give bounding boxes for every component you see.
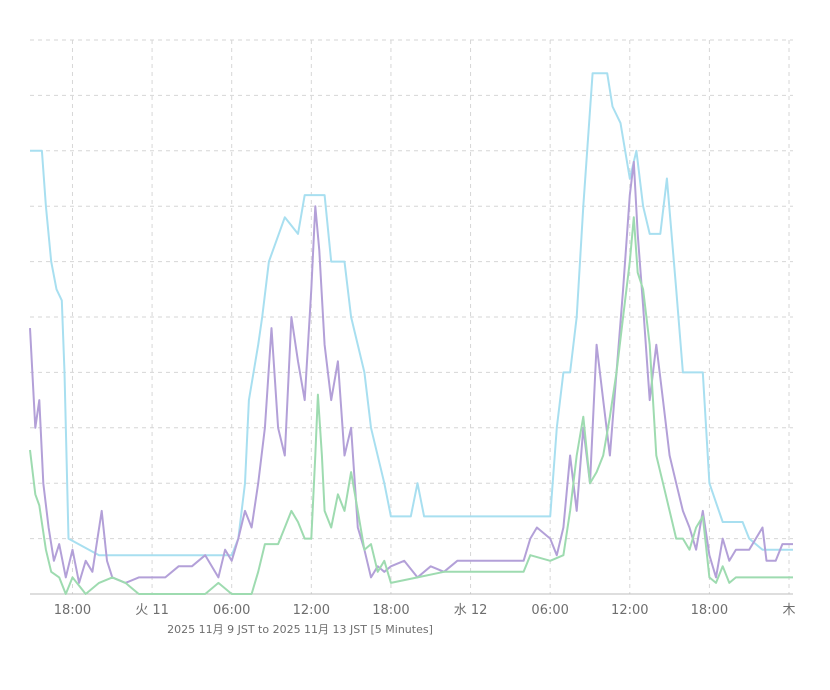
series-line-1 [30, 72, 793, 557]
x-tick-label: 18:00 [372, 603, 409, 618]
series-line-3 [29, 216, 793, 595]
x-tick-label: 18:00 [691, 603, 728, 618]
x-tick-label: 水 12 [454, 603, 488, 618]
date-range-label: 2025 11月 9 JST to 2025 11月 13 JST [5 Min… [167, 623, 433, 636]
x-tick-label: 06:00 [213, 603, 250, 618]
x-tick-label: 12:00 [293, 603, 330, 618]
x-tick-label: 12:00 [611, 603, 648, 618]
x-tick-label: 06:00 [531, 603, 568, 618]
series-group [29, 72, 793, 595]
x-tick-label: 木 [783, 603, 796, 618]
x-tick-label: 18:00 [54, 603, 91, 618]
x-tick-label: 火 11 [135, 603, 169, 618]
x-axis-tick-labels: 18:00 火 11 06:00 12:00 18:00 水 12 06:00 12:00 18… [54, 603, 796, 618]
